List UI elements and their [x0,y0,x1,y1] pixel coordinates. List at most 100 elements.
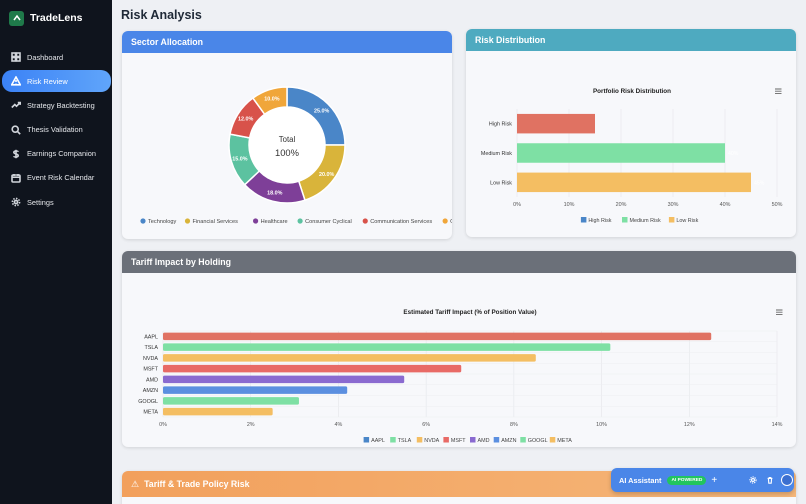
pie-slice-label: 15.0% [232,157,247,163]
donut-center [249,107,325,183]
legend-item[interactable]: MSFT [443,437,466,444]
legend-item[interactable]: Low Risk [668,217,699,224]
x-tick-label: 14% [772,422,783,428]
legend-label: AMD [478,438,490,444]
legend-label: Communication Services [370,219,432,225]
sidebar-item-label: Strategy Backtesting [27,100,95,110]
add-chat-icon[interactable]: + [711,474,718,486]
x-tick-label: 40% [720,202,731,208]
sidebar-item-strategy-backtesting[interactable]: Strategy Backtesting [0,94,112,116]
x-tick-label: 10% [596,422,607,428]
bar[interactable] [163,364,462,373]
ai-avatar-icon[interactable] [781,474,794,486]
bar[interactable] [163,375,405,384]
category-label: High Risk [489,122,512,128]
sidebar-item-label: Settings [27,197,54,207]
tariff-impact-chart: Estimated Tariff Impact (% of Position V… [138,309,783,444]
bar[interactable] [163,332,712,341]
legend-label: AAPL [371,438,385,444]
legend-item[interactable]: AAPL [363,437,385,444]
legend-label: Technology [148,219,177,225]
brand-logo-icon [9,10,24,26]
legend-item[interactable]: GOOGL [520,437,548,444]
x-tick-label: 50% [772,202,783,208]
legend-item[interactable]: Technology [140,218,177,225]
bar[interactable] [517,113,595,134]
chart-title: Portfolio Risk Distribution [593,88,671,95]
legend-item[interactable]: Consumer Cyclical [297,218,352,225]
page-title: Risk Analysis [121,8,202,22]
bar[interactable] [163,343,611,351]
category-label: AMD [146,377,158,383]
trend-up-icon [10,100,21,111]
bar[interactable] [163,407,273,416]
sidebar-item-dashboard[interactable]: Dashboard [0,46,112,68]
x-tick-label: 0% [513,202,521,208]
sidebar-item-settings[interactable]: Settings [0,191,112,213]
chart-menu-icon[interactable] [776,309,783,315]
legend-item[interactable]: Communication Services [362,218,433,225]
sidebar: TradeLens Dashboard Risk Review Strategy B… [0,0,112,504]
x-tick-label: 4% [335,422,343,428]
legend-item[interactable]: META [549,437,572,444]
warning-icon [10,76,21,87]
sidebar-item-thesis-validation[interactable]: Thesis Validation [0,119,112,141]
legend-item[interactable]: NVDA [416,437,440,444]
category-label: AMZN [143,388,158,394]
legend-label: TSLA [398,438,412,444]
legend-item[interactable]: AMD [470,437,490,444]
legend-label: MSFT [451,438,466,444]
sidebar-item-label: Dashboard [27,52,64,62]
legend-item[interactable]: Healthcare [253,218,288,225]
sidebar-item-earnings-companion[interactable]: Earnings Companion [0,143,112,165]
legend-item[interactable]: Other [442,218,452,225]
chart-menu-icon[interactable] [775,88,782,94]
ai-assistant-bar[interactable]: AI Assistant AI POWERED + [611,468,794,492]
donut-center-value: 100% [275,147,299,158]
pie-slice[interactable] [251,86,288,116]
bar[interactable] [517,143,725,163]
legend-item[interactable]: Medium Risk [622,217,661,224]
trash-icon[interactable] [765,475,775,485]
legend-swatch [520,437,526,443]
settings-icon[interactable] [748,475,758,485]
legend-swatch [442,218,448,224]
risk-distribution-chart: Portfolio Risk Distribution 0% 10% 20% 30% 40… [481,88,783,224]
tariff-impact-header: Tariff Impact by Holding [122,251,796,273]
legend-label: Healthcare [261,219,288,225]
risk-distribution-card: Risk Distribution Portfolio Risk Distrib… [466,29,796,237]
brand-name: TradeLens [30,12,83,24]
x-tick-label: 0% [159,422,167,428]
legend-swatch [184,218,191,224]
legend-label: Medium Risk [630,218,661,224]
category-label: META [143,410,158,416]
legend-item[interactable]: High Risk [580,217,612,224]
gear-icon [10,197,21,208]
tariff-impact-card: Tariff Impact by Holding Estimated Tarif… [122,251,796,447]
chart-title: Estimated Tariff Impact (% of Position V… [403,309,536,316]
legend-item[interactable]: TSLA [390,437,412,444]
sidebar-item-event-risk-calendar[interactable]: Event Risk Calendar [0,167,112,189]
legend-label: NVDA [424,438,439,444]
legend-item[interactable]: Financial Services [184,218,238,225]
bar[interactable] [163,397,299,405]
main-content: Risk Analysis Sector Allocation 25.0% 20.… [112,0,806,504]
category-label: NVDA [143,356,158,362]
legend-label: META [557,438,572,444]
category-label: AAPL [144,334,158,340]
legend-item[interactable]: AMZN [493,437,517,444]
legend-label: Low Risk [676,218,698,224]
dollar-icon [10,148,21,159]
category-label: GOOGL [138,399,158,405]
bar[interactable] [163,354,536,362]
bar[interactable] [163,386,348,394]
x-tick-label: 6% [422,422,430,428]
bar-value-label: 40% [728,151,739,157]
sidebar-item-risk-review[interactable]: Risk Review [2,70,111,93]
pie-slice-label: 12.0% [238,117,253,123]
brand[interactable]: TradeLens [0,0,112,36]
legend-swatch [297,218,303,224]
x-tick-label: 10% [564,202,575,208]
bar[interactable] [517,172,751,193]
sector-allocation-card: Sector Allocation 25.0% 20.0% 18.0% 15.0% 12… [122,31,452,239]
